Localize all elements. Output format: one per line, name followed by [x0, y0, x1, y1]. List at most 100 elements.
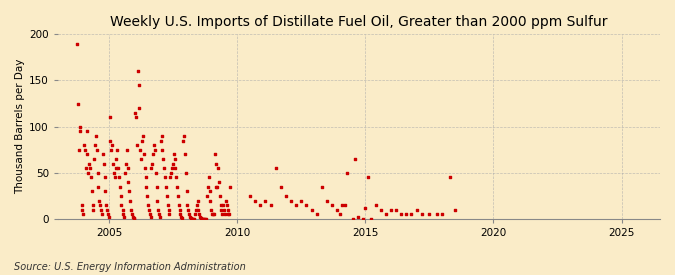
Point — [90, 143, 101, 147]
Point — [112, 147, 123, 152]
Point — [139, 166, 150, 170]
Point — [107, 143, 117, 147]
Point — [206, 208, 217, 212]
Point — [184, 212, 194, 216]
Point — [223, 212, 234, 216]
Point — [209, 212, 219, 216]
Point — [291, 203, 302, 207]
Point — [149, 147, 160, 152]
Point — [275, 185, 286, 189]
Point — [122, 147, 132, 152]
Point — [205, 198, 216, 203]
Point — [109, 175, 120, 180]
Point — [306, 208, 317, 212]
Point — [221, 203, 232, 207]
Point — [270, 166, 281, 170]
Point — [87, 203, 98, 207]
Point — [79, 143, 90, 147]
Point — [181, 189, 192, 194]
Point — [265, 203, 276, 207]
Point — [105, 115, 116, 120]
Point — [406, 212, 417, 216]
Point — [178, 138, 188, 143]
Point — [100, 189, 111, 194]
Point — [245, 194, 256, 198]
Point — [212, 185, 223, 189]
Point — [352, 215, 363, 219]
Point — [391, 208, 402, 212]
Point — [200, 217, 211, 221]
Point — [158, 157, 169, 161]
Point — [350, 157, 360, 161]
Point — [161, 185, 171, 189]
Point — [202, 194, 213, 198]
Point — [171, 185, 182, 189]
Point — [193, 208, 204, 212]
Point — [186, 217, 197, 221]
Point — [190, 212, 200, 216]
Point — [153, 208, 164, 212]
Point — [321, 198, 332, 203]
Point — [166, 170, 177, 175]
Point — [396, 212, 406, 216]
Point — [198, 217, 209, 221]
Point — [132, 69, 143, 73]
Point — [97, 212, 107, 216]
Point — [192, 198, 203, 203]
Point — [124, 189, 134, 194]
Point — [218, 203, 229, 207]
Point — [286, 198, 296, 203]
Point — [187, 217, 198, 221]
Point — [165, 175, 176, 180]
Point — [76, 203, 87, 207]
Point — [196, 217, 207, 221]
Point — [222, 208, 233, 212]
Point — [116, 203, 127, 207]
Point — [184, 215, 195, 219]
Point — [381, 212, 392, 216]
Point — [138, 134, 148, 138]
Point — [103, 215, 114, 219]
Point — [126, 208, 136, 212]
Point — [80, 166, 91, 170]
Point — [146, 166, 157, 170]
Point — [135, 147, 146, 152]
Point — [217, 212, 228, 216]
Point — [411, 208, 422, 212]
Point — [86, 189, 97, 194]
Point — [176, 215, 187, 219]
Point — [161, 194, 172, 198]
Point — [129, 217, 140, 221]
Point — [151, 170, 161, 175]
Point — [111, 157, 122, 161]
Point — [151, 185, 162, 189]
Point — [162, 203, 173, 207]
Point — [155, 138, 166, 143]
Point — [347, 217, 358, 221]
Point — [200, 217, 211, 221]
Point — [207, 212, 217, 216]
Point — [194, 215, 205, 219]
Point — [171, 175, 182, 180]
Point — [168, 152, 179, 156]
Point — [83, 170, 94, 175]
Point — [175, 212, 186, 216]
Point — [225, 185, 236, 189]
Point — [337, 203, 348, 207]
Point — [96, 208, 107, 212]
Point — [123, 180, 134, 184]
Point — [255, 203, 266, 207]
Point — [131, 115, 142, 120]
Point — [126, 212, 137, 216]
Point — [219, 212, 230, 216]
Point — [213, 166, 223, 170]
Point — [213, 180, 224, 184]
Point — [136, 138, 147, 143]
Point — [157, 147, 168, 152]
Point — [170, 166, 181, 170]
Point — [157, 134, 167, 138]
Point — [128, 216, 139, 220]
Point — [148, 152, 159, 156]
Point — [327, 203, 338, 207]
Point — [130, 111, 140, 115]
